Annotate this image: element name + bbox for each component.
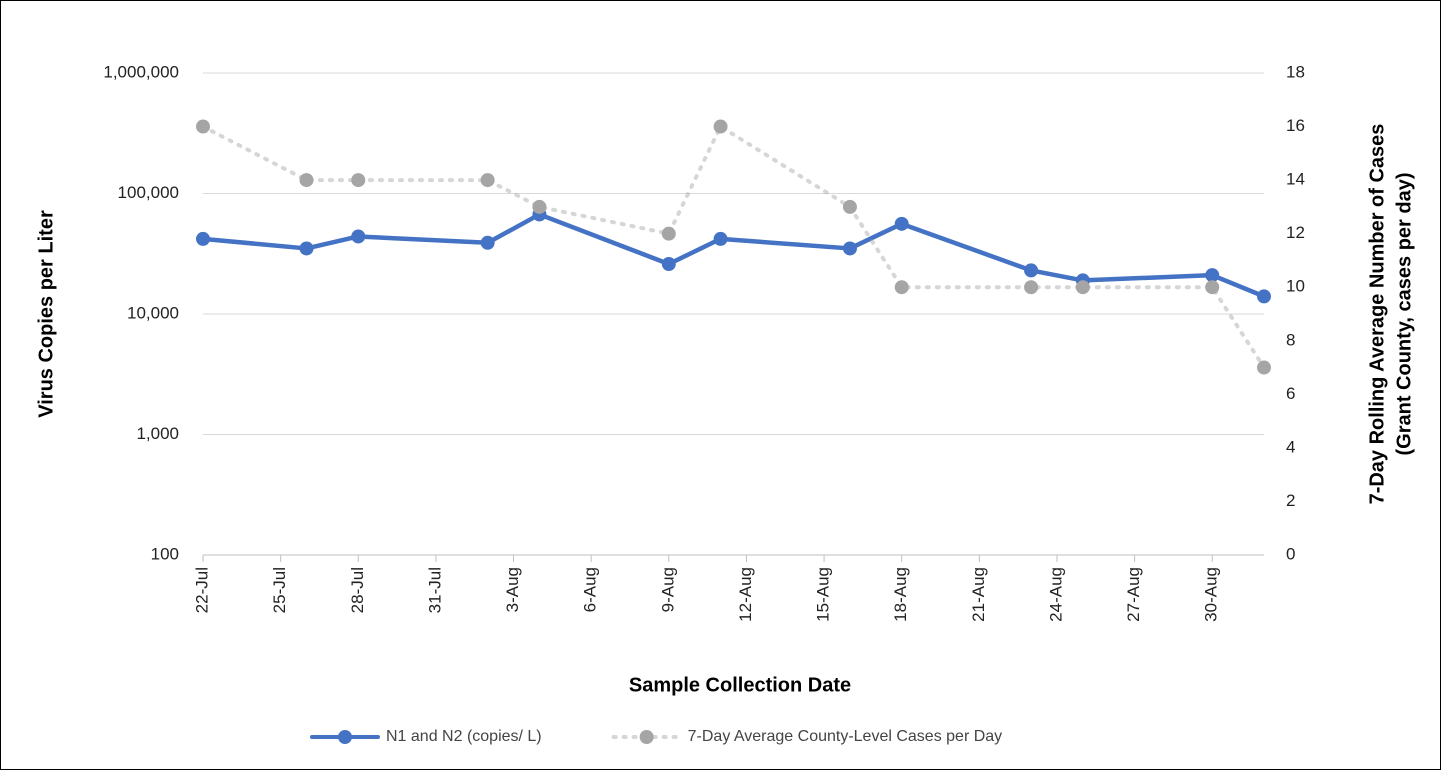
x-tick-label: 18-Aug xyxy=(891,567,910,622)
data-point xyxy=(196,119,210,134)
x-tick-label: 9-Aug xyxy=(658,567,677,612)
y2-tick-label: 18 xyxy=(1286,62,1305,81)
y2-tick-label: 16 xyxy=(1286,116,1305,135)
x-tick-label: 6-Aug xyxy=(581,567,600,612)
x-tick-label: 27-Aug xyxy=(1124,567,1143,622)
y-tick-label: 1,000,000 xyxy=(103,62,179,81)
y-tick-label: 100 xyxy=(151,544,179,563)
y-axis-title: Virus Copies per Liter xyxy=(35,210,57,418)
y-tick-label: 100,000 xyxy=(118,183,179,202)
y-tick-label: 10,000 xyxy=(127,303,179,322)
data-point xyxy=(1257,360,1271,375)
x-tick-label: 12-Aug xyxy=(736,567,755,622)
x-tick-label: 3-Aug xyxy=(503,567,522,612)
data-point xyxy=(532,199,547,214)
y2-tick-label: 2 xyxy=(1286,491,1295,510)
data-point xyxy=(1205,268,1220,283)
data-point xyxy=(894,216,909,231)
legend-label: 7-Day Average County-Level Cases per Day xyxy=(688,728,1003,745)
y2-tick-label: 4 xyxy=(1286,437,1295,456)
data-point xyxy=(299,173,314,188)
x-tick-label: 21-Aug xyxy=(969,567,988,622)
y2-tick-label: 12 xyxy=(1286,223,1305,242)
data-point xyxy=(351,229,366,244)
x-tick-label: 25-Jul xyxy=(270,567,289,613)
y2-axis-title: 7-Day Rolling Average Number of Cases xyxy=(1366,124,1388,505)
data-point xyxy=(1024,263,1039,278)
y2-tick-label: 0 xyxy=(1286,544,1295,563)
legend-label: N1 and N2 (copies/ L) xyxy=(386,728,542,745)
data-point xyxy=(713,119,728,134)
x-tick-label: 28-Jul xyxy=(348,567,367,613)
y2-axis-title: (Grant County, cases per day) xyxy=(1393,172,1415,455)
data-point xyxy=(842,199,857,214)
data-point xyxy=(661,226,676,241)
data-point xyxy=(480,235,495,250)
data-point xyxy=(661,256,676,271)
legend-marker xyxy=(338,730,352,744)
x-tick-label: 22-Jul xyxy=(192,567,211,613)
y2-tick-label: 10 xyxy=(1286,277,1305,296)
x-tick-label: 31-Jul xyxy=(425,567,444,613)
data-point xyxy=(1205,280,1220,295)
data-point xyxy=(480,173,495,188)
data-point xyxy=(842,241,857,256)
data-point xyxy=(299,241,314,256)
data-point xyxy=(351,173,366,188)
x-tick-label: 30-Aug xyxy=(1202,567,1221,622)
x-axis-title: Sample Collection Date xyxy=(629,674,851,696)
data-point xyxy=(1024,280,1039,295)
data-point xyxy=(196,231,210,246)
y2-tick-label: 14 xyxy=(1286,170,1305,189)
y2-tick-label: 8 xyxy=(1286,330,1295,349)
y2-tick-label: 6 xyxy=(1286,384,1295,403)
x-tick-label: 15-Aug xyxy=(814,567,833,622)
y-tick-label: 1,000 xyxy=(136,424,179,443)
data-point xyxy=(713,231,728,246)
x-tick-label: 24-Aug xyxy=(1046,567,1065,622)
data-point xyxy=(894,280,909,295)
data-point xyxy=(1257,289,1271,304)
data-point xyxy=(1075,280,1090,295)
legend-marker xyxy=(639,730,654,744)
